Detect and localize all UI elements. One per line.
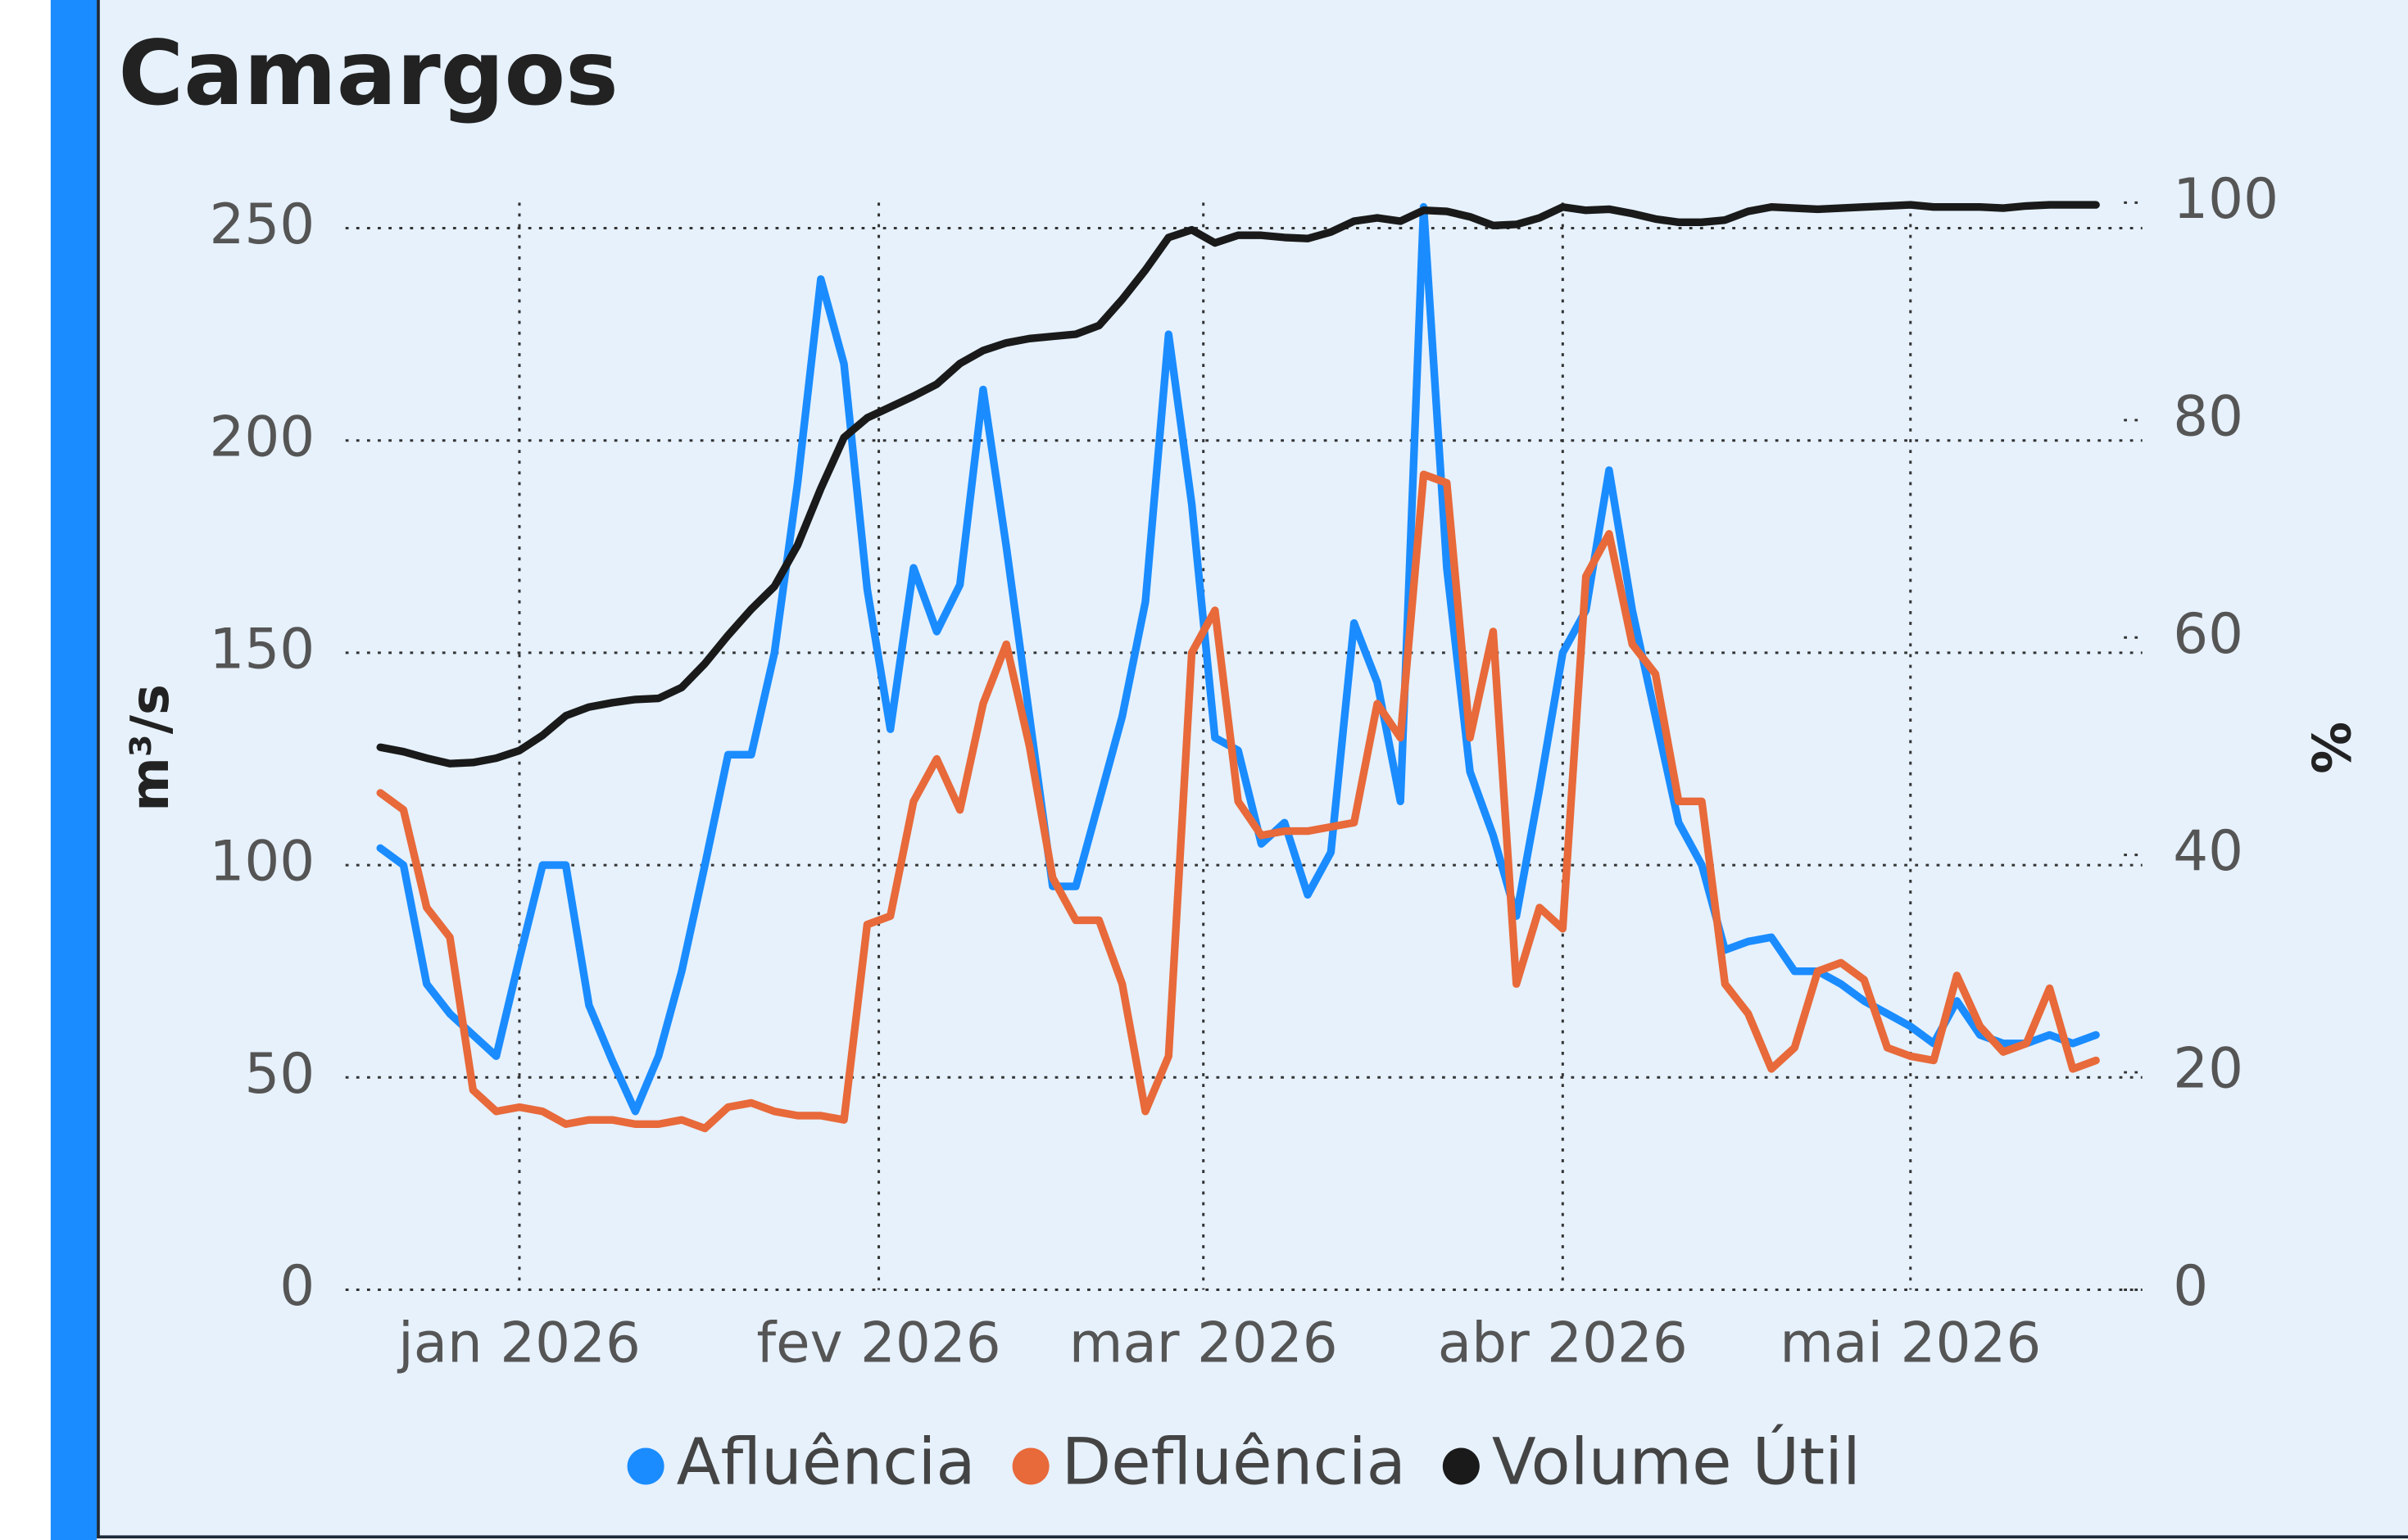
y2-tick-label: 0 [2173, 1253, 2208, 1318]
chart-title: Camargos [118, 21, 619, 125]
x-tick-label: mar 2026 [1069, 1310, 1338, 1375]
legend-marker [1442, 1447, 1480, 1485]
y-tick-label: 100 [209, 829, 315, 894]
y2-tick-label: 40 [2173, 818, 2243, 883]
legend-marker [627, 1447, 664, 1485]
y2-tick-label: 80 [2173, 383, 2243, 448]
x-tick-label: mai 2026 [1780, 1310, 2041, 1375]
panel [97, 0, 2408, 1539]
legend-marker [1012, 1447, 1050, 1485]
series-line [376, 470, 2100, 1133]
x-tick-label: fev 2026 [756, 1310, 1000, 1375]
legend-label: Defluência [1062, 1424, 1406, 1499]
series-line [376, 202, 2100, 1116]
y-axis-label: m³/s [120, 684, 181, 812]
y2-tick-label: 60 [2173, 601, 2243, 666]
accent-bar [50, 0, 97, 1540]
legend-label: Afluência [677, 1424, 976, 1499]
y-tick-label: 50 [244, 1041, 315, 1106]
legend-label: Volume Útil [1492, 1424, 1861, 1499]
x-tick-label: abr 2026 [1438, 1310, 1688, 1375]
x-tick-label: jan 2026 [397, 1310, 641, 1375]
y-tick-label: 250 [209, 192, 315, 256]
y2-tick-label: 20 [2173, 1036, 2243, 1101]
series-line [376, 201, 2100, 768]
y-tick-label: 0 [279, 1253, 315, 1318]
y2-tick-label: 100 [2173, 166, 2279, 231]
y2-axis-label: % [2299, 722, 2360, 774]
y-tick-label: 200 [209, 404, 315, 469]
y-tick-label: 150 [209, 616, 315, 681]
